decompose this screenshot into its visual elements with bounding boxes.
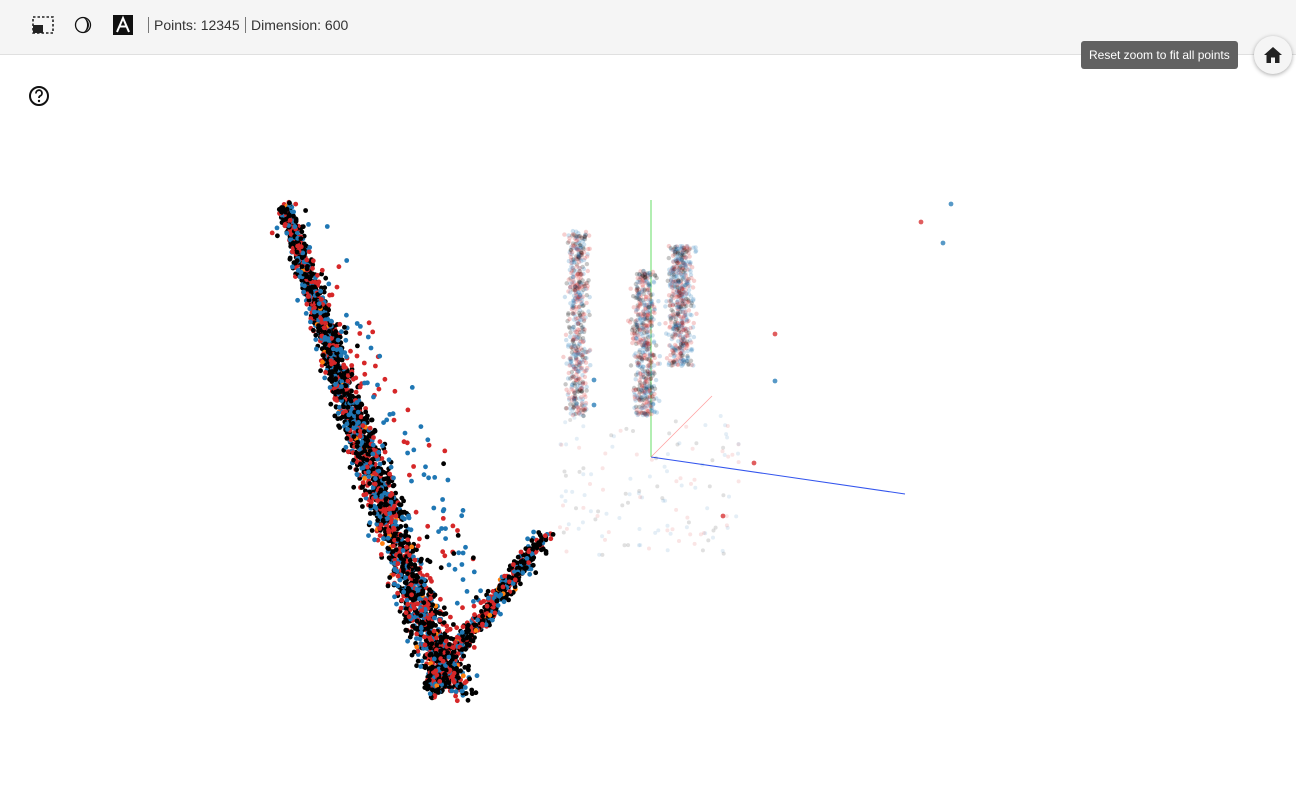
dimension-count: Dimension: 600 bbox=[251, 17, 349, 33]
label-font-icon[interactable] bbox=[110, 12, 136, 38]
points-count: Points: 12345 bbox=[154, 17, 240, 33]
night-mode-icon[interactable] bbox=[70, 12, 96, 38]
points bbox=[269, 199, 954, 704]
selection-icon[interactable] bbox=[30, 12, 56, 38]
axis-z bbox=[650, 456, 906, 495]
axis-x bbox=[650, 395, 713, 458]
home-icon bbox=[1264, 47, 1282, 63]
toolbar-separator bbox=[245, 17, 246, 33]
toolbar: Points: 12345 Dimension: 600 bbox=[0, 0, 1296, 55]
reset-zoom-tooltip: Reset zoom to fit all points bbox=[1081, 41, 1238, 69]
reset-zoom-button[interactable] bbox=[1254, 36, 1292, 74]
scatter-plot-3d[interactable] bbox=[0, 56, 1296, 794]
help-icon bbox=[29, 86, 49, 106]
toolbar-separator bbox=[148, 17, 149, 33]
axes bbox=[650, 200, 906, 495]
help-button[interactable] bbox=[28, 85, 50, 107]
